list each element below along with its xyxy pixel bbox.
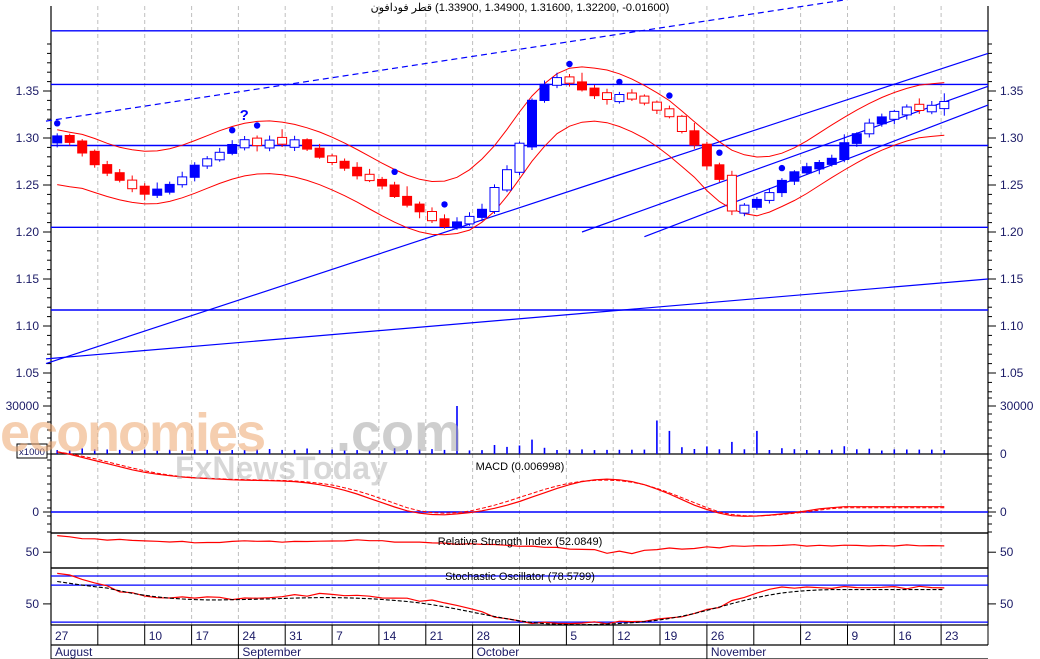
svg-text:1.20: 1.20 [16, 225, 40, 239]
svg-text:October: October [477, 645, 520, 659]
svg-text:?: ? [240, 107, 249, 124]
svg-text:August: August [55, 645, 93, 659]
svg-text:1.25: 1.25 [16, 178, 40, 192]
svg-text:1.20: 1.20 [1000, 225, 1024, 239]
svg-text:1.35: 1.35 [1000, 84, 1024, 98]
svg-text:14: 14 [383, 629, 397, 643]
svg-text:16: 16 [898, 629, 912, 643]
svg-text:1.05: 1.05 [16, 366, 40, 380]
svg-text:27: 27 [55, 629, 69, 643]
svg-text:نوفادوف رطق (1.33900, 1.34900,: نوفادوف رطق (1.33900, 1.34900, 1.31600, … [371, 2, 670, 14]
svg-text:Stochastic Oscillator (78.5799: Stochastic Oscillator (78.5799) [445, 571, 595, 583]
svg-text:10: 10 [149, 629, 163, 643]
svg-text:21: 21 [430, 629, 444, 643]
svg-text:19: 19 [664, 629, 678, 643]
svg-text:MACD (0.006998): MACD (0.006998) [476, 461, 565, 473]
svg-text:1.10: 1.10 [16, 319, 40, 333]
svg-text:1.05: 1.05 [1000, 366, 1024, 380]
svg-text:September: September [242, 645, 301, 659]
svg-text:30000: 30000 [1000, 399, 1034, 413]
svg-text:50: 50 [26, 545, 40, 559]
svg-text:Relative Strength Index (52.08: Relative Strength Index (52.0849) [438, 536, 603, 548]
svg-text:5: 5 [570, 629, 577, 643]
svg-text:17: 17 [196, 629, 210, 643]
svg-text:9: 9 [852, 629, 859, 643]
svg-text:0: 0 [1000, 505, 1007, 519]
svg-text:31: 31 [289, 629, 303, 643]
svg-text:24: 24 [242, 629, 256, 643]
svg-text:1.25: 1.25 [1000, 178, 1024, 192]
svg-text:50: 50 [1000, 545, 1014, 559]
svg-text:1.15: 1.15 [1000, 272, 1024, 286]
svg-text:1.35: 1.35 [16, 84, 40, 98]
svg-text:1.30: 1.30 [16, 131, 40, 145]
svg-text:2: 2 [805, 629, 812, 643]
svg-text:0: 0 [32, 505, 39, 519]
svg-text:1.15: 1.15 [16, 272, 40, 286]
svg-text:50: 50 [26, 597, 40, 611]
svg-text:1.10: 1.10 [1000, 319, 1024, 333]
svg-text:November: November [711, 645, 766, 659]
svg-text:7: 7 [336, 629, 343, 643]
svg-text:12: 12 [617, 629, 631, 643]
svg-text:28: 28 [477, 629, 491, 643]
svg-text:0: 0 [1000, 447, 1007, 461]
svg-text:1.30: 1.30 [1000, 131, 1024, 145]
svg-text:26: 26 [711, 629, 725, 643]
svg-text:50: 50 [1000, 597, 1014, 611]
svg-text:23: 23 [945, 629, 959, 643]
